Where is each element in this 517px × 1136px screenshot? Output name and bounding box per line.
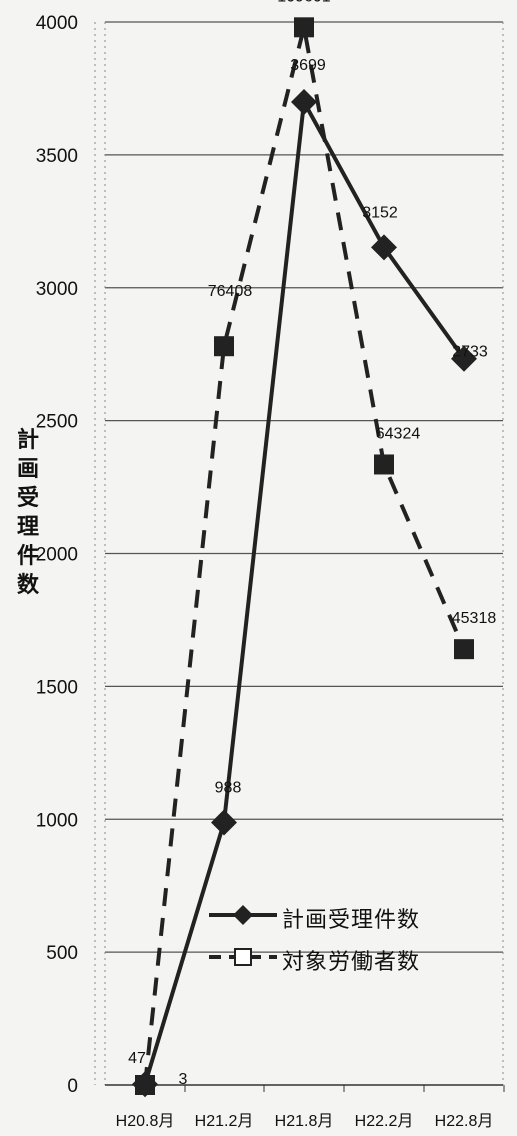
data-label-series-1: 2733: [452, 344, 488, 361]
x-tick-labels: H20.8月 H21.2月 H21.8月 H22.2月 H22.8月: [116, 1113, 494, 1130]
legend-item-series-2: 対象労働者数: [207, 942, 507, 984]
y-axis-label: 計画受理件数: [16, 428, 39, 598]
series-2-point: [214, 336, 234, 357]
legend-item-series-1: 計画受理件数: [207, 900, 507, 942]
legend-swatch-dashed-square: [209, 948, 277, 966]
data-label-series-1: 3: [179, 1071, 188, 1088]
x-tick-label: H21.2月: [195, 1113, 254, 1130]
series-2-point: [374, 454, 394, 475]
data-label-series-2: 76408: [208, 283, 253, 300]
legend-label-series-1: 計画受理件数: [282, 908, 421, 933]
series-1-point: [371, 234, 397, 261]
y-tick-labels: 0 500 1000 1500 2000 2500 3000 3500 4000: [36, 13, 78, 1097]
data-label-series-1: 988: [215, 779, 242, 796]
y-tick-label: 2500: [36, 412, 78, 433]
data-label-series-2: 109601: [277, 0, 330, 5]
x-tick-label: H22.8月: [435, 1113, 494, 1130]
y-tick-label: 0: [67, 1076, 78, 1097]
y-tick-label: 3000: [36, 279, 78, 300]
data-label-series-1: 3152: [362, 204, 398, 221]
series-1-point: [291, 88, 317, 115]
y-tick-label: 1500: [36, 677, 78, 698]
data-label-series-2: 47: [128, 1050, 146, 1067]
grid-lines: [104, 21, 504, 1085]
series-line-2: [143, 25, 466, 1086]
y-tick-label: 4000: [36, 13, 78, 34]
y-tick-label: 2000: [36, 545, 78, 566]
series-2-point: [294, 17, 314, 38]
x-tick-label: H22.2月: [355, 1113, 414, 1130]
data-label-series-2: 45318: [452, 610, 497, 627]
series-1-point: [451, 345, 477, 372]
legend-label-series-2: 対象労働者数: [282, 950, 421, 975]
data-label-series-2: 64324: [376, 425, 421, 442]
series-2-point: [135, 1075, 155, 1095]
axes: [94, 22, 505, 1092]
y-tick-label: 3500: [36, 146, 78, 167]
legend-swatch-solid-diamond: [209, 905, 277, 925]
x-tick-label: H21.8月: [275, 1113, 334, 1130]
series-group: [132, 17, 477, 1098]
data-labels: 3 988 3699 3152 2733 47 76408 109601 64324 45318: [128, 0, 496, 1088]
series-2-point: [454, 639, 474, 660]
y-tick-label: 1000: [36, 810, 78, 831]
series-1-point: [211, 809, 237, 836]
legend: 計画受理件数 対象労働者数: [207, 900, 507, 984]
data-label-series-1: 3699: [290, 57, 326, 74]
x-tick-label: H20.8月: [116, 1113, 175, 1130]
y-tick-label: 500: [46, 943, 78, 964]
